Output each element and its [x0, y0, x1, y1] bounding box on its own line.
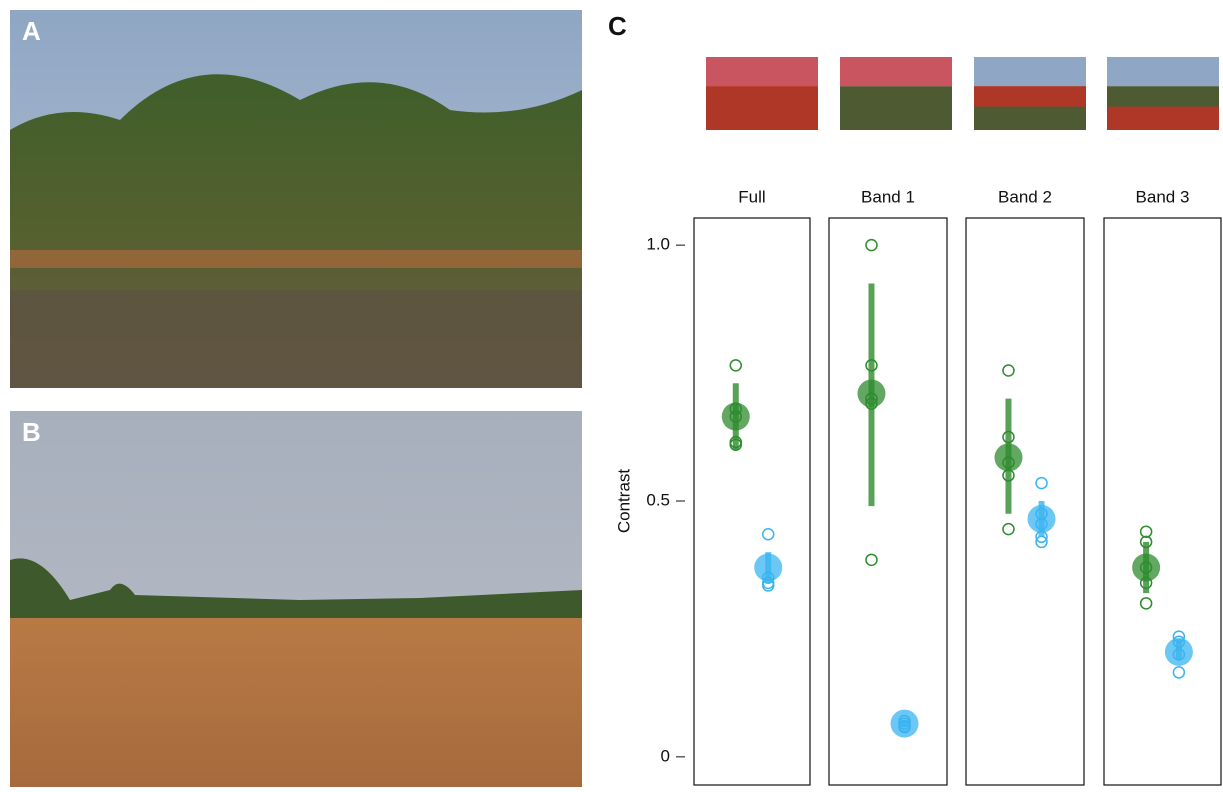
y-tick-label: 0.5 — [646, 490, 670, 509]
thumbnail-mask — [1107, 107, 1219, 130]
panel-frame — [1104, 218, 1221, 785]
data-point — [866, 240, 877, 251]
thumbnail — [1107, 57, 1219, 86]
data-point — [763, 529, 774, 540]
thumbnail-mask — [706, 57, 818, 130]
panel-frame — [829, 218, 947, 785]
mean-dot — [722, 403, 750, 431]
y-axis-label: Contrast — [614, 469, 633, 534]
panel-title: Band 2 — [998, 187, 1052, 206]
photo-a — [10, 10, 582, 388]
figure: A B C Contrast 0 0.5 1.0 Full Band 1 Band 2 Ba… — [0, 0, 1223, 787]
thumbnail-mask — [974, 86, 1086, 106]
panel-frame — [966, 218, 1084, 785]
data-point — [1141, 598, 1152, 609]
panel-label: A — [22, 16, 41, 46]
data-point — [730, 360, 741, 371]
data-point — [1003, 365, 1014, 376]
panel-frame — [694, 218, 810, 785]
thumbnail-mask — [840, 57, 952, 86]
data-point — [1003, 524, 1014, 535]
panel-title: Full — [738, 187, 765, 206]
y-tick-label: 0 — [661, 746, 670, 765]
data-point — [1173, 667, 1184, 678]
thumbnail — [840, 86, 952, 130]
panel-label: C — [608, 11, 627, 41]
y-tick-label: 1.0 — [646, 235, 670, 254]
data-point — [1036, 478, 1047, 489]
thumbnail — [974, 57, 1086, 86]
photo-b — [10, 411, 582, 787]
panel-title: Band 3 — [1136, 187, 1190, 206]
panel-label: B — [22, 417, 41, 447]
panel-title: Band 1 — [861, 187, 915, 206]
data-point — [1141, 526, 1152, 537]
data-point — [866, 554, 877, 565]
